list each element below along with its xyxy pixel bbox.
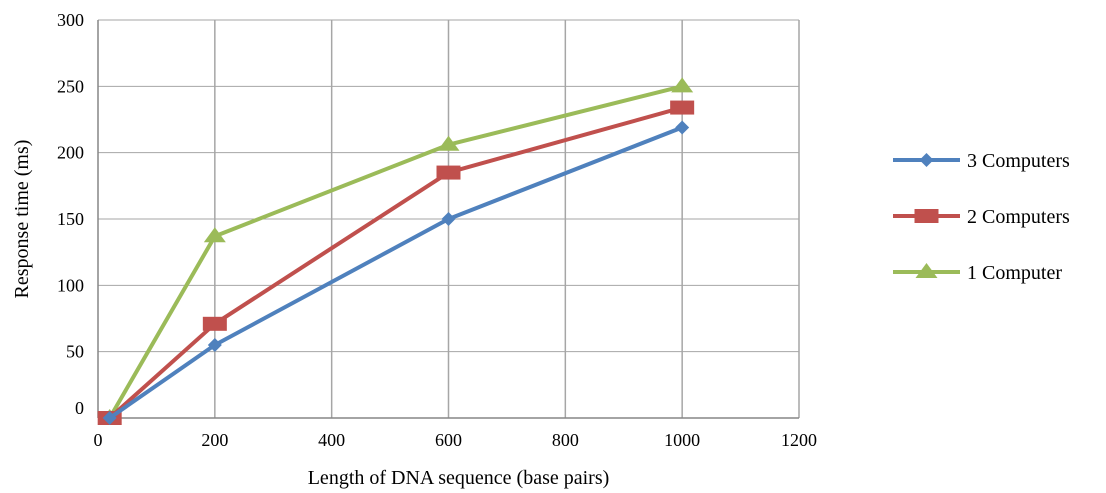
triangle-marker	[671, 77, 694, 93]
series-3-computers	[102, 120, 690, 425]
x-tick-label: 1000	[664, 430, 700, 450]
x-tick-label: 600	[435, 430, 462, 450]
legend: 3 Computers 2 Computers 1 Computer	[893, 150, 1070, 284]
square-marker	[670, 100, 695, 115]
y-axis-label: Response time (ms)	[11, 140, 33, 299]
y-tick-label: 300	[57, 10, 84, 30]
series-group	[97, 77, 695, 425]
y-tick-label: 0	[75, 398, 84, 418]
x-tick-label: 800	[552, 430, 579, 450]
x-axis-label: Length of DNA sequence (base pairs)	[308, 467, 610, 489]
diamond-marker	[207, 338, 222, 353]
series-2-computers	[97, 100, 695, 425]
x-tick-labels: 0 200 400 600 800 1000 1200	[94, 430, 818, 450]
x-tick-label: 400	[318, 430, 345, 450]
y-tick-label: 50	[66, 342, 84, 362]
triangle-marker	[437, 135, 460, 151]
square-marker	[914, 209, 939, 223]
diamond-marker	[675, 120, 690, 135]
y-tick-label: 150	[57, 209, 84, 229]
x-tick-label: 1200	[781, 430, 817, 450]
legend-label: 1 Computer	[967, 262, 1062, 284]
series-line	[107, 84, 683, 420]
x-tick-label: 0	[94, 430, 103, 450]
y-tick-label: 200	[57, 143, 84, 163]
axes	[97, 20, 799, 419]
legend-item: 1 Computer	[893, 262, 1062, 284]
square-marker	[202, 316, 227, 331]
legend-label: 2 Computers	[967, 206, 1070, 228]
triangle-marker	[203, 227, 226, 243]
y-tick-label: 100	[57, 275, 84, 295]
diamond-marker	[919, 153, 934, 167]
x-tick-label: 200	[201, 430, 228, 450]
diamond-marker	[102, 411, 117, 425]
diamond-marker	[441, 212, 456, 226]
y-tick-labels: 0 50 100 150 200 250 300	[57, 10, 84, 418]
square-marker	[436, 165, 461, 180]
series-line	[108, 125, 683, 420]
triangle-marker	[915, 263, 938, 278]
series-line	[108, 105, 683, 420]
legend-item: 2 Computers	[893, 206, 1070, 228]
y-tick-label: 250	[57, 76, 84, 96]
legend-label: 3 Computers	[967, 150, 1070, 172]
legend-item: 3 Computers	[893, 150, 1070, 172]
